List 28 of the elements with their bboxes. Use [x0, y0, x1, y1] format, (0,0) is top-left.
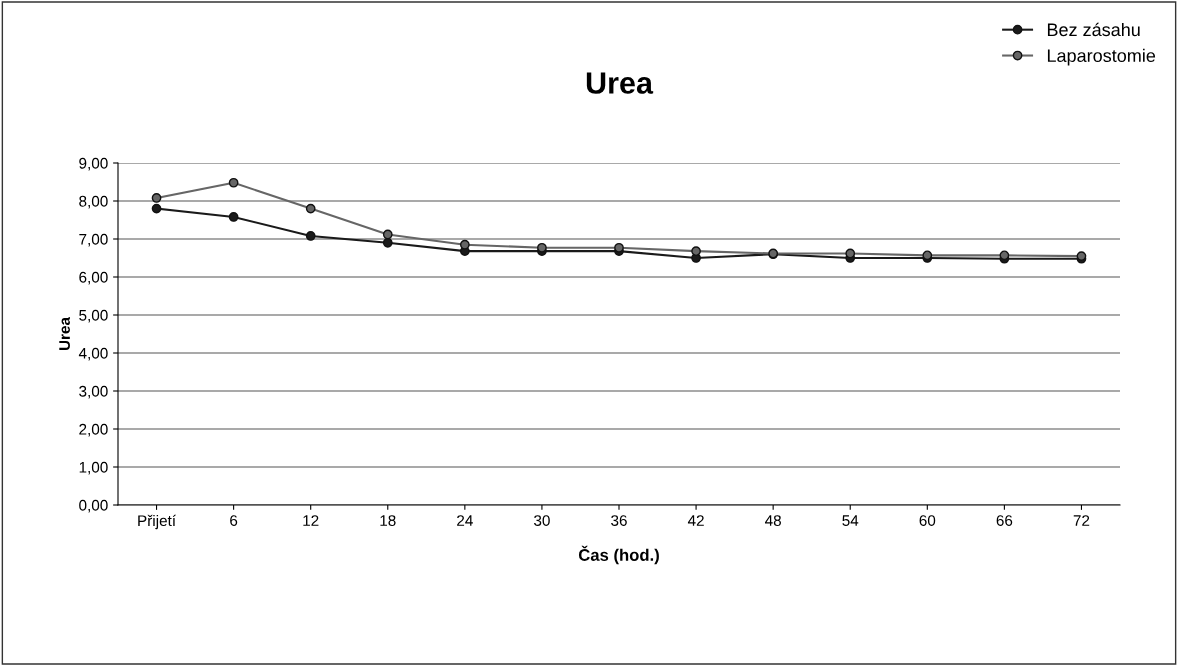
- x-axis-title: Čas (hod.): [578, 545, 659, 565]
- y-tick-label: 1,00: [79, 461, 108, 475]
- legend-label: Bez zásahu: [1047, 22, 1140, 37]
- x-tick-label: 66: [996, 515, 1013, 526]
- y-tick-label: 6,00: [79, 271, 108, 285]
- x-tick-label: 60: [919, 515, 936, 526]
- x-tick-label: 12: [303, 515, 319, 526]
- x-tick-label: Přijetí: [138, 514, 176, 530]
- y-tick-label: 8,00: [79, 195, 108, 209]
- x-tick-label: 48: [765, 515, 781, 526]
- x-tick-label: 30: [534, 515, 550, 526]
- x-tick-label: 42: [687, 515, 704, 526]
- legend-label: Laparostomie: [1047, 48, 1156, 66]
- y-tick-label: 0,00: [79, 499, 108, 513]
- y-tick-label: 7,00: [79, 233, 108, 247]
- x-tick-label: 72: [1073, 515, 1090, 526]
- x-tick-label: 36: [611, 515, 627, 526]
- x-tick-label: 6: [230, 515, 238, 526]
- x-tick-label: 54: [842, 515, 859, 526]
- y-axis-title: Urea: [59, 316, 70, 351]
- chart-title: Urea: [586, 72, 654, 94]
- y-tick-label: 3,00: [79, 385, 108, 399]
- x-tick-label: 24: [457, 515, 473, 526]
- y-tick-label: 9,00: [79, 157, 108, 171]
- y-tick-label: 2,00: [79, 423, 108, 437]
- y-tick-label: 4,00: [78, 347, 108, 361]
- y-tick-label: 5,00: [79, 309, 108, 323]
- x-tick-label: 18: [380, 515, 396, 526]
